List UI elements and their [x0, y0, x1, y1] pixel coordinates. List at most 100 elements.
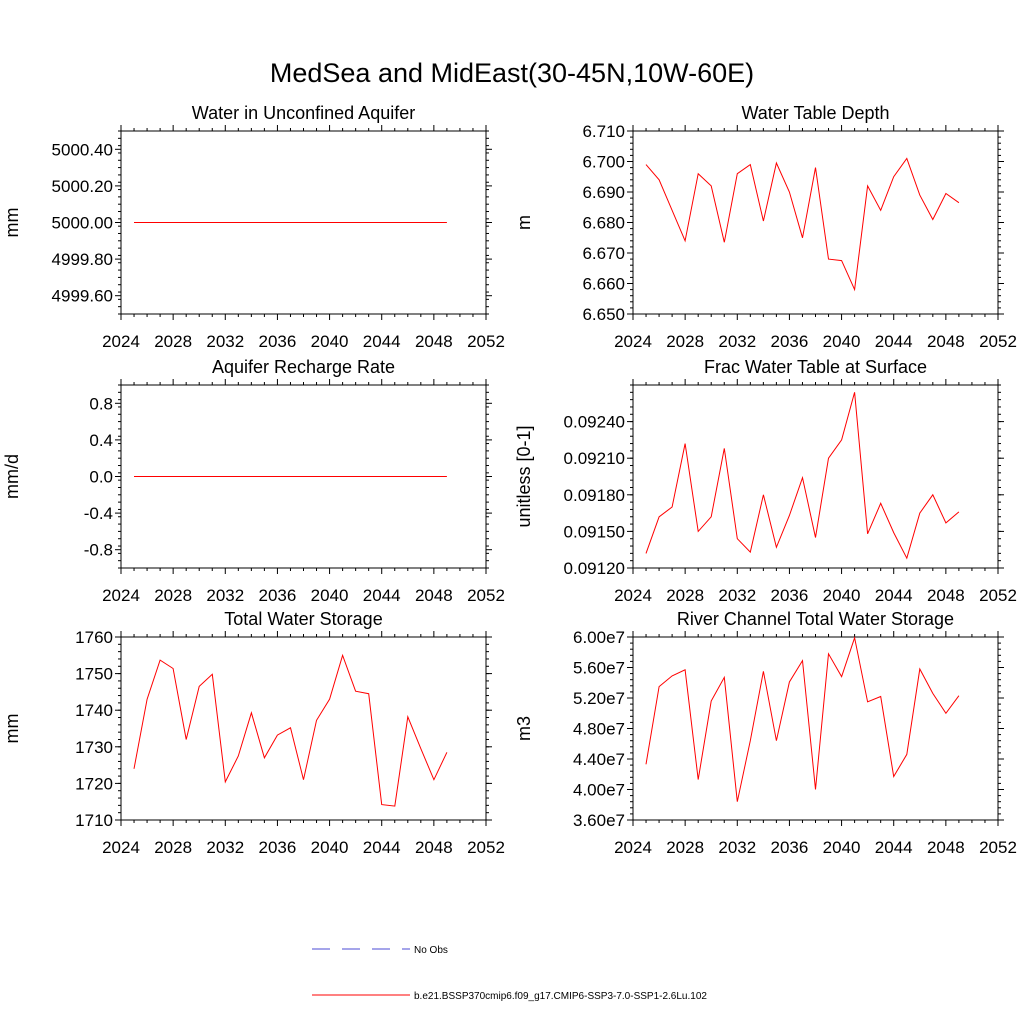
y-tick-label: 0.09180: [564, 486, 625, 505]
panel-title: Frac Water Table at Surface: [704, 357, 927, 377]
x-tick-label: 2048: [415, 332, 453, 351]
x-tick-label: 2028: [666, 586, 704, 605]
x-tick-label: 2040: [823, 838, 861, 857]
y-tick-label: -0.4: [84, 504, 113, 523]
y-axis-label: m: [514, 215, 534, 230]
panel-title: Total Water Storage: [224, 609, 382, 629]
y-tick-label: 4999.80: [52, 250, 113, 269]
y-tick-label: 4.40e7: [573, 750, 625, 769]
y-tick-label: 6.690: [582, 183, 625, 202]
y-tick-label: 5000.00: [52, 214, 113, 233]
panel-2: Water Table Depth m 2024 2028 2032 2036 2040 20…: [514, 103, 1017, 351]
x-tick-label: 2032: [206, 838, 244, 857]
x-tick-label: 2036: [259, 586, 297, 605]
plot-frame: [632, 130, 999, 315]
panel-3: Aquifer Recharge Rate mm/d 2024 2028 2032 203…: [2, 357, 505, 605]
y-tick-label: 5000.40: [52, 140, 113, 159]
x-tick-label: 2048: [927, 332, 965, 351]
x-tick-label: 2040: [823, 586, 861, 605]
y-axis-label: unitless [0-1]: [514, 425, 534, 527]
y-tick-label: 5000.20: [52, 177, 113, 196]
y-tick-label: 6.660: [582, 275, 625, 294]
legend-obs-label: No Obs: [414, 945, 448, 956]
panel-4: Frac Water Table at Surface unitless [0-1…: [514, 357, 1017, 605]
y-tick-label: 1730: [75, 738, 113, 757]
y-tick-label: 6.670: [582, 244, 625, 263]
y-tick-label: 6.680: [582, 214, 625, 233]
y-tick-label: 1760: [75, 628, 113, 647]
x-tick-label: 2044: [363, 838, 401, 857]
x-tick-label: 2040: [311, 332, 349, 351]
y-tick-label: 5.20e7: [573, 689, 625, 708]
x-tick-label: 2024: [102, 332, 140, 351]
y-axis-label: mm: [2, 208, 22, 238]
x-tick-label: 2028: [666, 332, 704, 351]
x-tick-label: 2052: [979, 838, 1017, 857]
panel-title: Aquifer Recharge Rate: [212, 357, 395, 377]
x-tick-label: 2044: [363, 332, 401, 351]
x-tick-label: 2036: [259, 838, 297, 857]
x-tick-label: 2048: [927, 838, 965, 857]
series-line: [133, 653, 448, 807]
x-tick-label: 2024: [102, 586, 140, 605]
x-tick-label: 2032: [206, 586, 244, 605]
y-tick-label: 6.650: [582, 305, 625, 324]
figure-title: MedSea and MidEast(30-45N,10W-60E): [270, 58, 754, 88]
plot-frame: [632, 384, 999, 569]
x-tick-label: 2048: [415, 838, 453, 857]
y-tick-label: 0.09240: [564, 413, 625, 432]
y-axis-label: mm: [2, 714, 22, 744]
y-tick-label: 0.0: [89, 468, 113, 487]
x-tick-label: 2040: [311, 838, 349, 857]
series-line: [645, 392, 960, 560]
x-tick-label: 2036: [771, 586, 809, 605]
y-tick-label: 0.09120: [564, 559, 625, 578]
y-tick-label: 0.4: [89, 431, 113, 450]
plot-frame: [120, 636, 487, 821]
x-tick-label: 2048: [415, 586, 453, 605]
legend-model-label: b.e21.BSSP370cmip6.f09_g17.CMIP6-SSP3-7.…: [414, 991, 707, 1002]
series-line: [645, 157, 960, 292]
y-tick-label: 6.710: [582, 122, 625, 141]
y-tick-label: 6.700: [582, 153, 625, 172]
panel-1: Water in Unconfined Aquifer mm 2024 2028 203…: [2, 103, 505, 351]
series-line: [645, 635, 960, 802]
panel-title: Water in Unconfined Aquifer: [192, 103, 415, 123]
x-tick-label: 2028: [666, 838, 704, 857]
y-tick-label: 1750: [75, 665, 113, 684]
x-tick-label: 2024: [614, 838, 652, 857]
x-tick-label: 2044: [875, 838, 913, 857]
y-tick-label: 4.00e7: [573, 781, 625, 800]
plot-frame: [632, 636, 999, 821]
y-tick-label: 4999.60: [52, 287, 113, 306]
x-tick-label: 2044: [875, 586, 913, 605]
x-tick-label: 2052: [467, 838, 505, 857]
x-tick-label: 2032: [718, 332, 756, 351]
y-tick-label: 0.09150: [564, 522, 625, 541]
y-axis-label: mm/d: [2, 454, 22, 499]
y-tick-label: 6.00e7: [573, 628, 625, 647]
x-tick-label: 2024: [614, 332, 652, 351]
x-tick-label: 2052: [467, 332, 505, 351]
y-tick-label: 1720: [75, 774, 113, 793]
x-tick-label: 2032: [206, 332, 244, 351]
panel-6: River Channel Total Water Storage m3 2024 2…: [514, 609, 1017, 857]
panel-5: Total Water Storage mm 2024 2028 2032 2036 204…: [2, 609, 505, 857]
x-tick-label: 2040: [823, 332, 861, 351]
x-tick-label: 2052: [979, 332, 1017, 351]
y-tick-label: 3.60e7: [573, 811, 625, 830]
panels: Water in Unconfined Aquifer mm 2024 2028 203…: [2, 103, 1017, 857]
x-tick-label: 2048: [927, 586, 965, 605]
x-tick-label: 2036: [771, 838, 809, 857]
x-tick-label: 2032: [718, 586, 756, 605]
x-tick-label: 2036: [771, 332, 809, 351]
y-tick-label: 1710: [75, 811, 113, 830]
y-tick-label: 0.09210: [564, 449, 625, 468]
x-tick-label: 2032: [718, 838, 756, 857]
x-tick-label: 2024: [102, 838, 140, 857]
panel-title: River Channel Total Water Storage: [677, 609, 954, 629]
x-tick-label: 2028: [154, 838, 192, 857]
y-tick-label: 0.8: [89, 394, 113, 413]
x-tick-label: 2052: [467, 586, 505, 605]
